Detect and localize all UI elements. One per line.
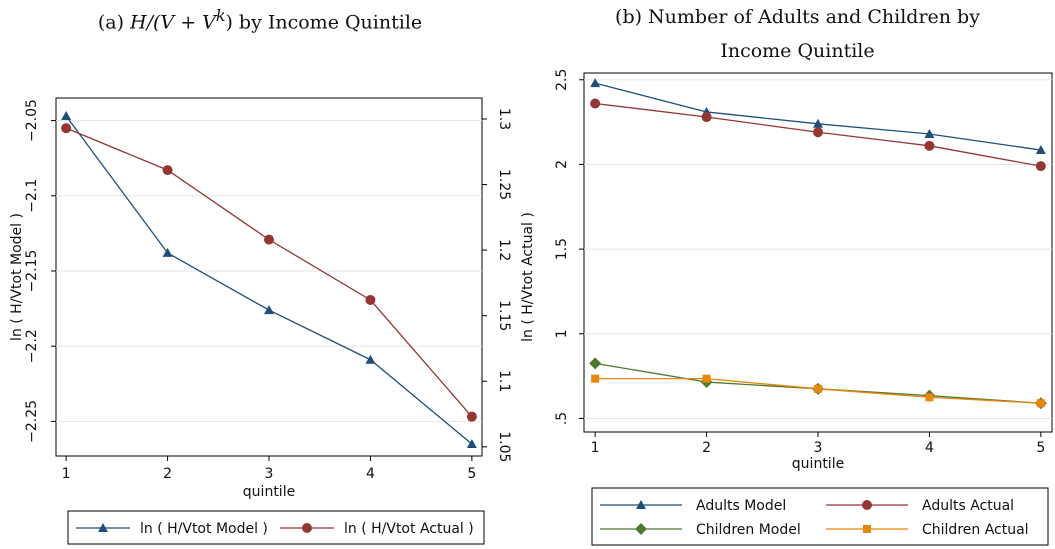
left-tick-label: −2.25 xyxy=(24,400,40,443)
series-4-point-2 xyxy=(702,374,711,383)
series-1-point-5 xyxy=(1035,145,1046,155)
series-1-point-3 xyxy=(813,118,823,128)
series-1-point-4 xyxy=(365,354,376,364)
chart-b-title-line2: Income Quintile xyxy=(720,40,875,62)
chart-a-svg: −2.25 −2.2 −2.15 −2.1 −2.05 1.05 1.1 1.15 1.2 1.2… xyxy=(9,97,536,545)
series-4-point-5 xyxy=(1036,399,1045,408)
right-tick-label: 1.3 xyxy=(496,108,512,130)
x-tick-label: 5 xyxy=(467,466,476,482)
left-tick-label: −2.15 xyxy=(24,250,40,293)
series-1-point-1 xyxy=(61,111,72,121)
chart-a-title-prefix: (a) xyxy=(97,11,131,34)
x-tick-label: 2 xyxy=(702,440,711,456)
legend-marker xyxy=(862,500,872,510)
legend-marker xyxy=(635,523,647,535)
legend-label: Children Model xyxy=(696,522,801,538)
y-tick-label: 1 xyxy=(554,329,570,338)
series-1-point-5 xyxy=(466,438,477,448)
x-tick-label: 1 xyxy=(62,466,71,482)
chart-a-title-suffix: ) by Income Quintile xyxy=(225,11,423,34)
right-tick-label: 1.2 xyxy=(496,239,512,261)
series-1-point-3 xyxy=(264,305,274,315)
chart-b-svg: .5 1 1.5 2 2.5 1 2 3 4 5 quintile Adults Model Adult… xyxy=(554,69,1053,546)
series-2-point-4 xyxy=(924,140,935,151)
legend-marker xyxy=(302,523,312,533)
left-tick-label: −2.2 xyxy=(24,329,40,363)
chart-a-title: (a) H/(V + Vk) by Income Quintile xyxy=(0,6,520,33)
chart-a-title-sup: k xyxy=(215,6,226,25)
y-tick-label: .5 xyxy=(554,412,570,425)
series-1-point-1 xyxy=(590,78,601,88)
right-tick-label: 1.25 xyxy=(496,169,512,200)
x-tick-label: 4 xyxy=(925,440,934,456)
legend-marker xyxy=(863,525,871,533)
chart-panel-a: (a) H/(V + Vk) by Income Quintile −2.25−… xyxy=(0,0,536,549)
series-2-point-3 xyxy=(264,234,274,245)
right-tick-label: 1.1 xyxy=(496,370,512,392)
x-tick-label: 3 xyxy=(814,440,823,456)
series-2-point-5 xyxy=(1035,161,1046,172)
left-tick-label: −2.05 xyxy=(24,99,40,142)
right-tick-label: 1.15 xyxy=(496,300,512,331)
left-tick-label: −2.1 xyxy=(24,179,40,213)
series-3-point-1 xyxy=(589,357,602,370)
series-4-point-4 xyxy=(925,393,934,402)
legend-marker xyxy=(98,523,108,532)
chart-panel-b: (b) Number of Adults and Children by Inc… xyxy=(540,0,1055,549)
series-2-point-5 xyxy=(466,411,477,422)
x-tick-label: 4 xyxy=(366,466,375,482)
series-2-point-4 xyxy=(365,294,376,305)
series-2-point-2 xyxy=(162,165,173,176)
x-tick-label: 5 xyxy=(1036,440,1045,456)
series-2-point-1 xyxy=(61,123,72,134)
series-1-point-2 xyxy=(162,247,173,257)
series-1-point-4 xyxy=(924,128,935,138)
legend-label: ln ( H/Vtot Actual ) xyxy=(344,521,474,537)
series-4-point-1 xyxy=(591,374,600,383)
series-4-point-3 xyxy=(814,384,822,393)
legend-box xyxy=(591,487,1049,546)
y-tick-label: 2.5 xyxy=(554,69,570,91)
x-axis-title: quintile xyxy=(243,484,295,500)
legend-label: Children Actual xyxy=(922,522,1029,538)
legend-marker xyxy=(636,500,646,509)
series-2-point-1 xyxy=(590,98,601,109)
legend-box xyxy=(67,510,485,545)
x-axis-title: quintile xyxy=(792,456,844,472)
legend-label: Adults Actual xyxy=(922,498,1014,514)
series-2-point-3 xyxy=(813,127,823,138)
chart-b-title-line1: (b) Number of Adults and Children by xyxy=(615,6,980,28)
legend-label: Adults Model xyxy=(696,498,786,514)
legend-label: ln ( H/Vtot Model ) xyxy=(140,521,268,537)
series-2-point-2 xyxy=(701,112,712,123)
y-tick-label: 2 xyxy=(554,160,570,169)
chart-a-title-math: H/(V + V xyxy=(130,11,216,34)
y-tick-label: 1.5 xyxy=(554,238,570,260)
y-right-axis-title: ln ( H/Vtot Actual ) xyxy=(520,212,536,342)
plot-area xyxy=(55,97,483,457)
right-tick-label: 1.05 xyxy=(496,431,512,462)
x-tick-label: 1 xyxy=(591,440,600,456)
x-tick-label: 3 xyxy=(265,466,274,482)
x-tick-label: 2 xyxy=(163,466,172,482)
y-left-axis-title: ln ( H/Vtot Model ) xyxy=(9,213,25,341)
